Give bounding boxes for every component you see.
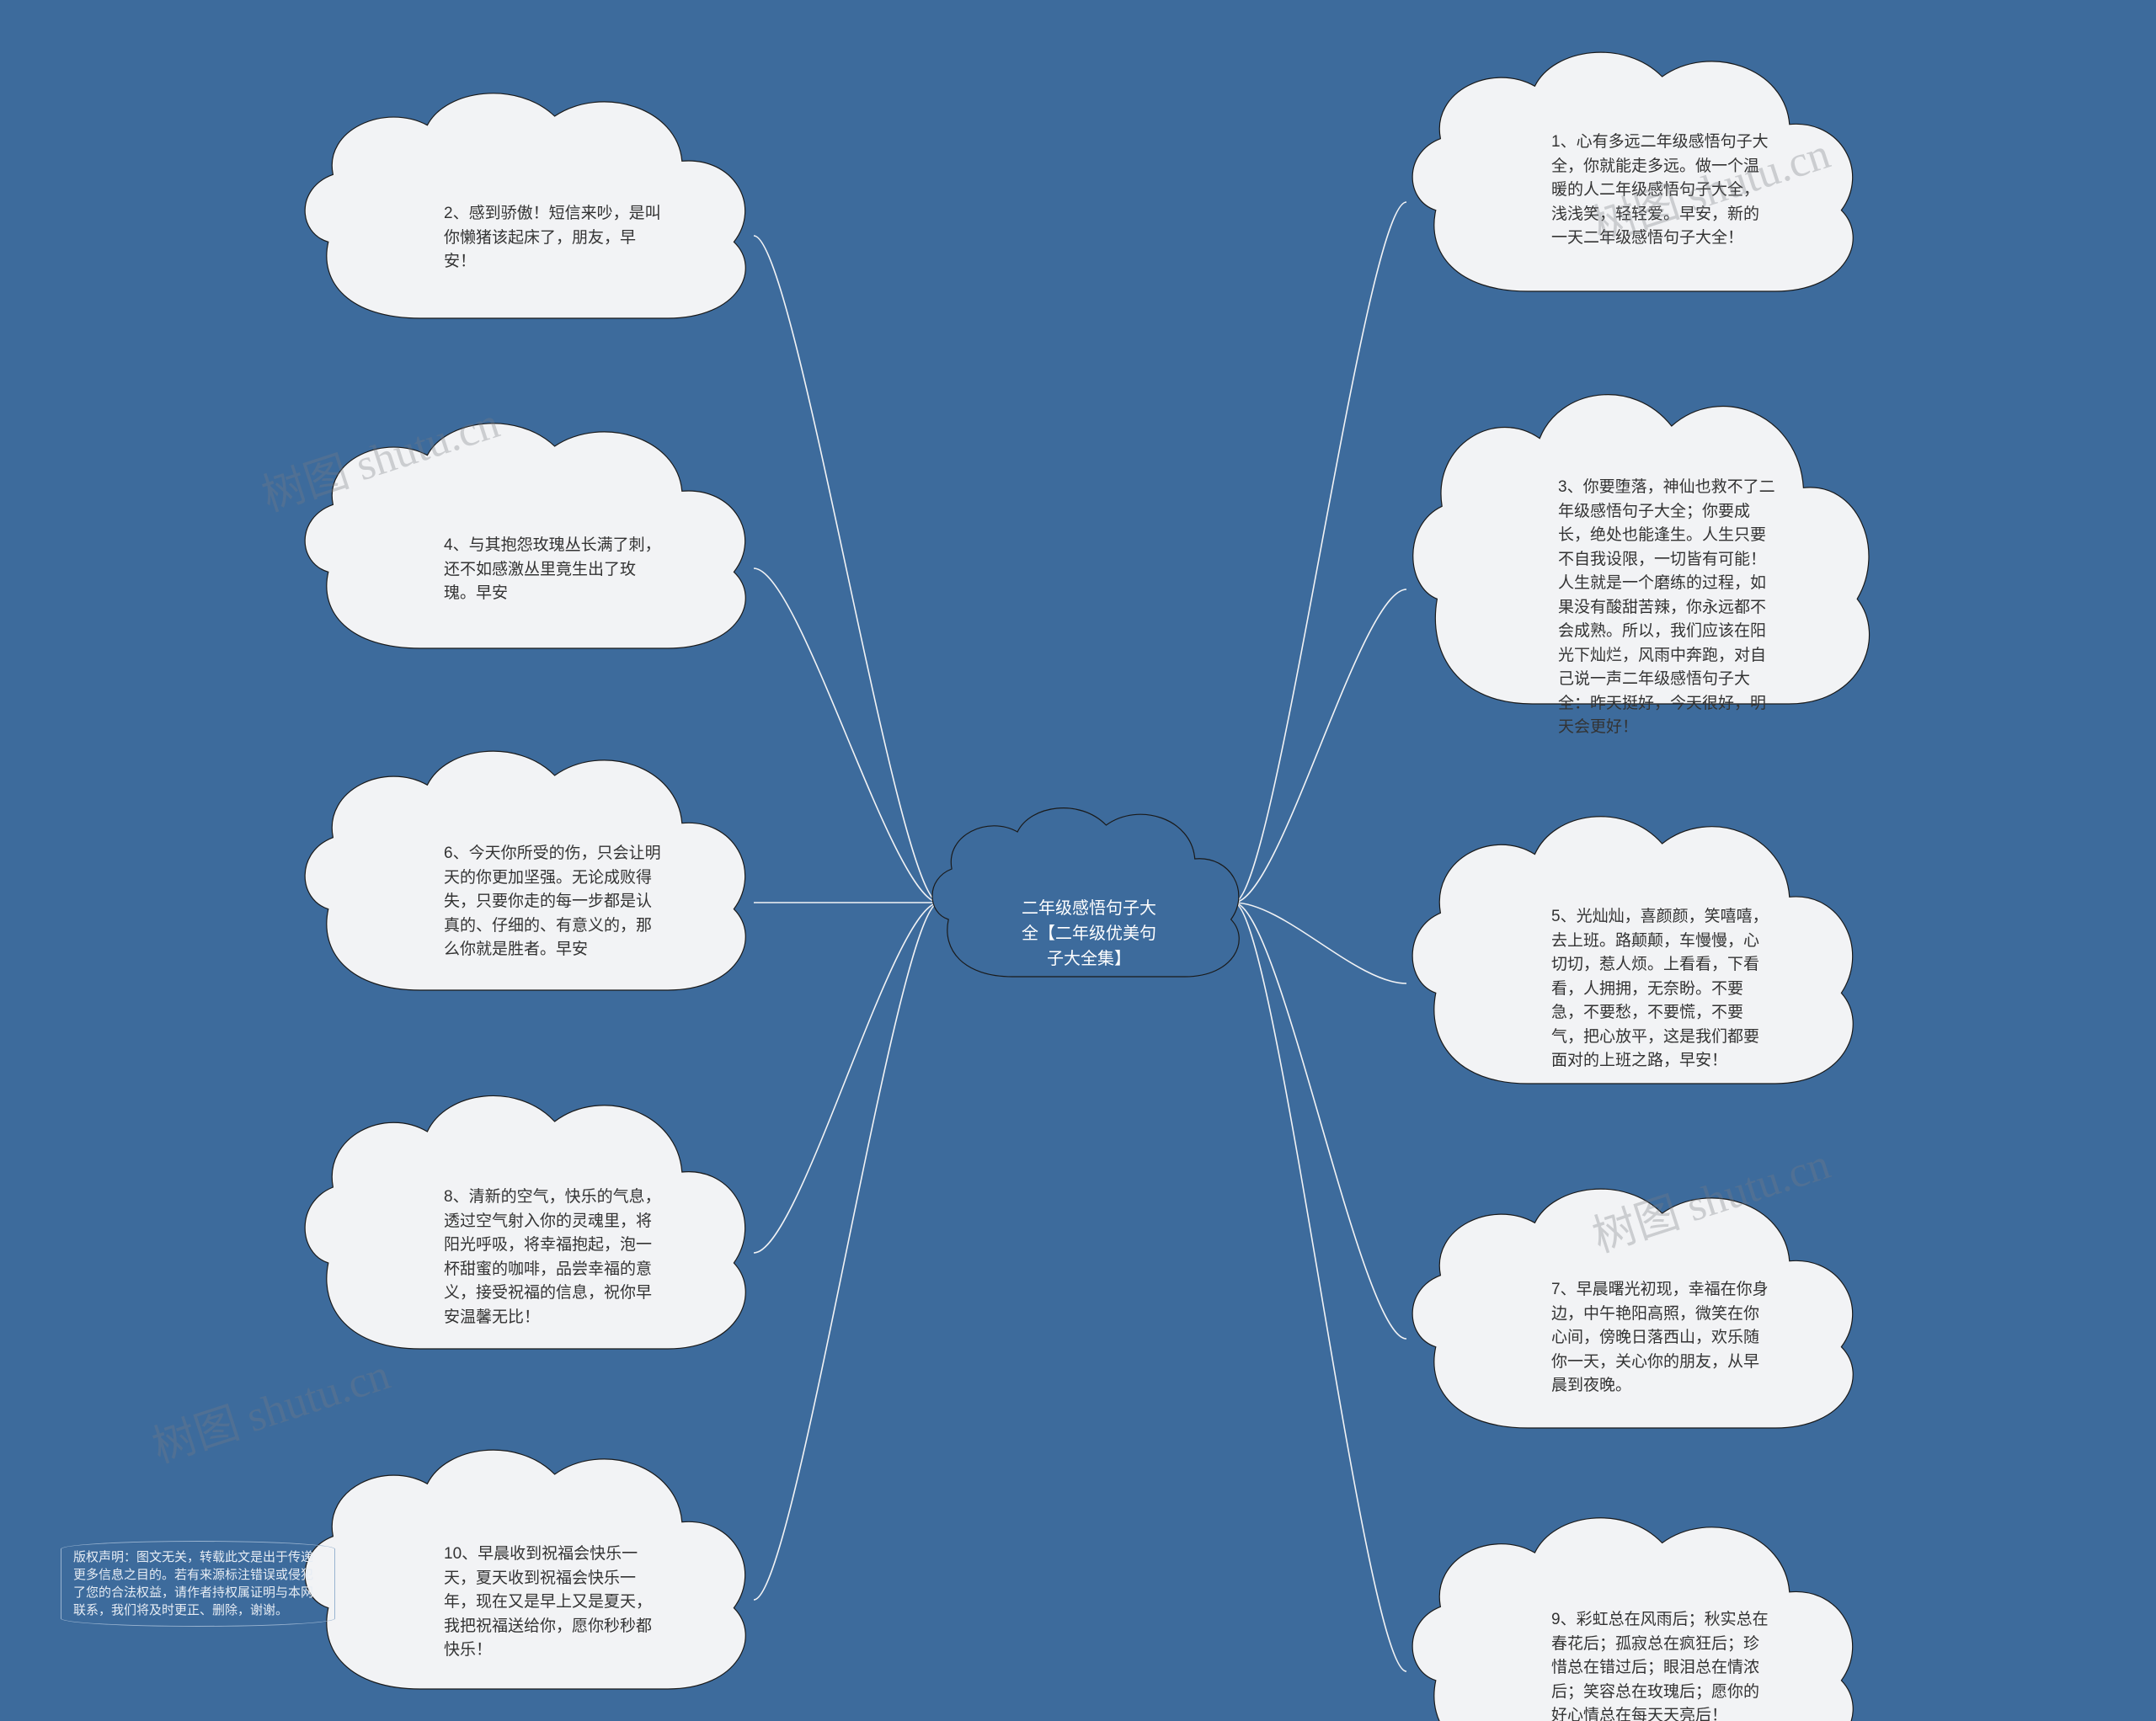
connector	[1234, 903, 1406, 1671]
center-node: 二年级感悟句子大全【二年级优美句子大全集】	[922, 795, 1251, 997]
left-node-text-4: 10、早晨收到祝福会快乐一天，夏天收到祝福会快乐一年，现在又是早上又是夏天，我把…	[444, 1543, 663, 1663]
left-node-text-0: 2、感到骄傲！短信来吵，是叫你懒猪该起床了，朋友，早安！	[444, 202, 663, 274]
right-node-text-1: 3、你要堕落，神仙也救不了二年级感悟句子大全；你要成长，绝处也能逢生。人生只要不…	[1558, 476, 1781, 740]
right-node-text-4: 9、彩虹总在风雨后；秋实总在春花后；孤寂总在疯狂后；珍惜总在错过后；眼泪总在情浓…	[1551, 1608, 1770, 1721]
right-node-2: 5、光灿灿，喜颜颜，笑嘻嘻，去上班。路颠颠，车慢慢，心切切，惹人烦。上看看，下看…	[1398, 796, 1870, 1116]
right-node-text-3: 7、早晨曙光初现，幸福在你身边，中午艳阳高照，微笑在你心间，傍晚日落西山，欢乐随…	[1551, 1278, 1770, 1399]
center-title: 二年级感悟句子大全【二年级优美句子大全集】	[1022, 896, 1156, 972]
connector	[754, 903, 939, 1600]
right-node-1: 3、你要堕落，神仙也救不了二年级感悟句子大全；你要成长，绝处也能逢生。人生只要不…	[1398, 370, 1886, 741]
right-node-3: 7、早晨曙光初现，幸福在你身边，中午艳阳高照，微笑在你心间，傍晚日落西山，欢乐随…	[1398, 1170, 1870, 1457]
left-node-text-3: 8、清新的空气，快乐的气息，透过空气射入你的灵魂里，将阳光呼吸，将幸福抱起，泡一…	[444, 1186, 663, 1329]
connector	[1234, 903, 1406, 1339]
right-node-text-2: 5、光灿灿，喜颜颜，笑嘻嘻，去上班。路颠颠，车慢慢，心切切，惹人烦。上看看，下看…	[1551, 905, 1770, 1074]
left-node-1: 4、与其抱怨玫瑰丛长满了刺，还不如感激丛里竟生出了玫瑰。早安	[291, 406, 762, 675]
mindmap-canvas: 二年级感悟句子大全【二年级优美句子大全集】 2、感到骄傲！短信来吵，是叫你懒猪该起…	[0, 0, 2156, 1721]
connector	[754, 903, 939, 1253]
left-node-0: 2、感到骄傲！短信来吵，是叫你懒猪该起床了，朋友，早安！	[291, 76, 762, 345]
connector	[754, 236, 939, 903]
right-node-4: 9、彩虹总在风雨后；秋实总在春花后；孤寂总在疯狂后；珍惜总在错过后；眼泪总在情浓…	[1398, 1499, 1870, 1721]
left-node-2: 6、今天你所受的伤，只会让明天的你更加坚强。无论成败得失，只要你走的每一步都是认…	[291, 733, 762, 1019]
right-node-text-0: 1、心有多远二年级感悟句子大全，你就能走多远。做一个温暖的人二年级感悟句子大全，…	[1551, 131, 1770, 251]
left-node-4: 10、早晨收到祝福会快乐一天，夏天收到祝福会快乐一年，现在又是早上又是夏天，我把…	[291, 1431, 762, 1718]
connector	[1234, 202, 1406, 903]
right-node-0: 1、心有多远二年级感悟句子大全，你就能走多远。做一个温暖的人二年级感悟句子大全，…	[1398, 34, 1870, 320]
left-node-text-2: 6、今天你所受的伤，只会让明天的你更加坚强。无论成败得失，只要你走的每一步都是认…	[444, 842, 663, 962]
connector	[1234, 903, 1406, 983]
connector	[1234, 589, 1406, 903]
left-node-3: 8、清新的空气，快乐的气息，透过空气射入你的灵魂里，将阳光呼吸，将幸福抱起，泡一…	[291, 1076, 762, 1379]
left-node-text-1: 4、与其抱怨玫瑰丛长满了刺，还不如感激丛里竟生出了玫瑰。早安	[444, 534, 663, 606]
connector	[754, 568, 939, 903]
footnote: 版权声明：图文无关，转载此文是出于传递更多信息之目的。若有来源标注错误或侵犯了您…	[61, 1541, 335, 1627]
